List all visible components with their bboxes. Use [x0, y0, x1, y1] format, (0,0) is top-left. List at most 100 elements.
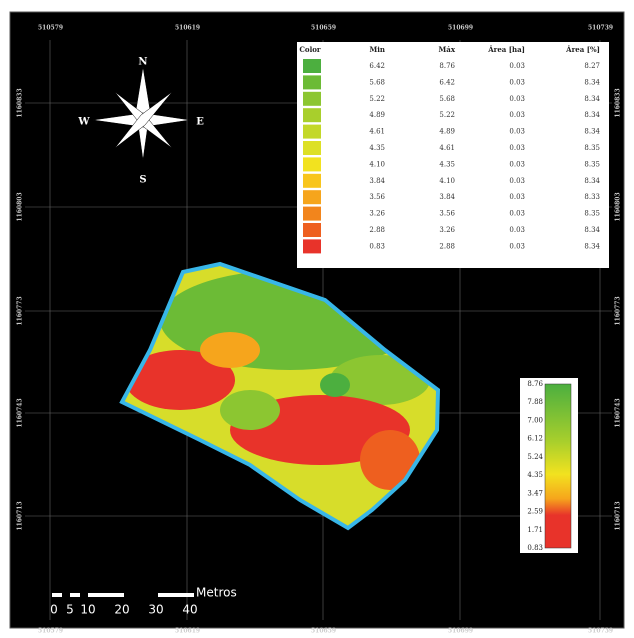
scale-label: 40	[182, 603, 197, 617]
table-cell: 4.10	[369, 160, 385, 168]
top-coord: 510619	[175, 25, 200, 32]
colorbar	[545, 384, 571, 548]
bottom-coord: 510659	[311, 628, 336, 635]
bottom-coord: 510619	[175, 628, 200, 635]
color-swatch	[303, 108, 321, 122]
table-header: Área [ha]	[487, 45, 525, 54]
color-swatch	[303, 157, 321, 171]
left-coord: 1160773	[17, 296, 24, 325]
right-coord: 1160803	[615, 192, 622, 221]
left-coord: 1160713	[17, 501, 24, 530]
right-coord: 1160773	[615, 296, 622, 325]
page: 5105795105795106195106195106595106595106…	[0, 0, 634, 638]
top-coord: 510659	[311, 25, 336, 32]
table-cell: 0.03	[509, 95, 525, 103]
table-cell: 0.03	[509, 128, 525, 136]
table-cell: 5.22	[439, 111, 455, 119]
table-cell: 5.68	[369, 78, 385, 86]
scale-label: 10	[80, 603, 95, 617]
color-swatch	[303, 141, 321, 155]
table-header: Min	[370, 45, 386, 54]
bottom-coord: 510739	[588, 628, 613, 635]
color-swatch	[303, 174, 321, 188]
table-cell: 8.34	[584, 111, 600, 119]
table-cell: 0.03	[509, 78, 525, 86]
table-cell: 3.56	[439, 210, 455, 218]
table-header: Área [%]	[565, 45, 600, 54]
table-cell: 0.03	[509, 62, 525, 70]
colorbar-label: 1.71	[527, 526, 543, 534]
table-cell: 0.03	[509, 242, 525, 250]
table-cell: 0.03	[509, 210, 525, 218]
scale-label: 5	[66, 603, 74, 617]
table-cell: 8.35	[584, 160, 600, 168]
table-cell: 0.03	[509, 177, 525, 185]
right-coord: 1160713	[615, 501, 622, 530]
bottom-coord: 510579	[38, 628, 63, 635]
table-cell: 6.42	[439, 78, 455, 86]
table-cell: 4.35	[439, 160, 455, 168]
table-cell: 4.10	[439, 177, 455, 185]
colorbar-label: 7.00	[527, 416, 543, 424]
table-cell: 3.84	[439, 193, 455, 201]
scale-label: 30	[148, 603, 163, 617]
table-cell: 4.89	[369, 111, 385, 119]
colorbar-label: 6.12	[527, 435, 543, 443]
table-cell: 8.35	[584, 210, 600, 218]
top-coord: 510579	[38, 25, 63, 32]
table-cell: 3.84	[369, 177, 385, 185]
table-cell: 8.35	[584, 144, 600, 152]
table-cell: 8.34	[584, 95, 600, 103]
color-swatch	[303, 190, 321, 204]
scale-label: 0	[50, 603, 58, 617]
compass-n: N	[138, 57, 147, 68]
table-cell: 3.26	[369, 210, 385, 218]
left-coord: 1160743	[17, 398, 24, 427]
colorbar-label: 2.59	[527, 508, 543, 516]
color-swatch	[303, 75, 321, 89]
table-header: Color	[299, 45, 321, 54]
color-swatch	[303, 92, 321, 106]
table-cell: 0.03	[509, 160, 525, 168]
table-cell: 8.34	[584, 226, 600, 234]
table-cell: 8.33	[584, 193, 600, 201]
table-cell: 8.76	[439, 62, 455, 70]
color-swatch	[303, 125, 321, 139]
color-swatch	[303, 239, 321, 253]
table-cell: 2.88	[439, 242, 455, 250]
top-coord: 510739	[588, 25, 613, 32]
colorbar-label: 8.76	[527, 380, 543, 388]
color-swatch	[303, 207, 321, 221]
colorbar-label: 4.35	[527, 471, 543, 479]
right-coord: 1160743	[615, 398, 622, 427]
table-cell: 0.03	[509, 193, 525, 201]
compass-w: W	[77, 117, 90, 128]
table-cell: 8.34	[584, 242, 600, 250]
compass-e: E	[196, 117, 204, 128]
color-swatch	[303, 59, 321, 73]
table-cell: 3.56	[369, 193, 385, 201]
colorbar-label: 0.83	[527, 544, 543, 552]
color-swatch	[303, 223, 321, 237]
top-coord: 510699	[448, 25, 473, 32]
table-cell: 8.34	[584, 128, 600, 136]
table-cell: 0.03	[509, 111, 525, 119]
map: 5105795105795106195106195106595106595106…	[0, 0, 634, 638]
table-cell: 5.22	[369, 95, 385, 103]
right-coord: 1160833	[615, 88, 622, 117]
left-coord: 1160833	[17, 88, 24, 117]
table-cell: 0.83	[369, 242, 385, 250]
table-cell: 4.89	[439, 128, 455, 136]
table-cell: 8.34	[584, 78, 600, 86]
table-cell: 8.34	[584, 177, 600, 185]
table-cell: 8.27	[584, 62, 600, 70]
table-cell: 4.35	[369, 144, 385, 152]
table-cell: 5.68	[439, 95, 455, 103]
bottom-coord: 510699	[448, 628, 473, 635]
table-cell: 3.26	[439, 226, 455, 234]
table-cell: 0.03	[509, 226, 525, 234]
compass-s: S	[139, 175, 146, 186]
table-cell: 6.42	[369, 62, 385, 70]
colorbar-label: 5.24	[527, 453, 543, 461]
legend-table-bg	[297, 42, 609, 268]
